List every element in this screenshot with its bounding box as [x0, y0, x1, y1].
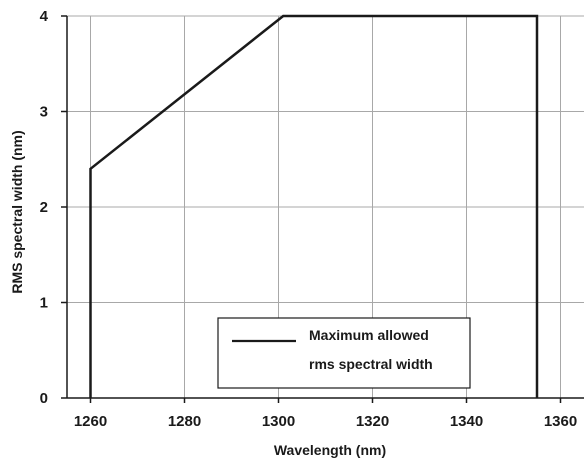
x-tick-label: 1360: [544, 413, 577, 430]
series: [89, 14, 539, 398]
legend: Maximum allowed rms spectral width: [217, 317, 471, 389]
x-axis-label: Wavelength (nm): [274, 442, 386, 458]
y-tick-label: 4: [40, 8, 49, 25]
legend-box: [217, 317, 471, 389]
legend-label-line-1: Maximum allowed: [309, 327, 429, 343]
series-line: [89, 14, 539, 398]
y-axis-label: RMS spectral width (nm): [9, 130, 25, 293]
x-tick-label: 1260: [74, 413, 107, 430]
x-tick-label: 1280: [168, 413, 201, 430]
y-tick-label: 1: [40, 295, 48, 312]
x-tick-label: 1340: [450, 413, 483, 430]
x-ticks: 1260 1280 1300 1320 1340 1360: [74, 398, 577, 430]
x-tick-label: 1320: [356, 413, 389, 430]
y-ticks: 0 1 2 3 4: [40, 8, 67, 407]
y-tick-label: 0: [40, 390, 48, 407]
x-tick-label: 1300: [262, 413, 295, 430]
y-tick-label: 3: [40, 104, 48, 121]
legend-label-line-2: rms spectral width: [309, 356, 433, 372]
y-tick-label: 2: [40, 199, 48, 216]
